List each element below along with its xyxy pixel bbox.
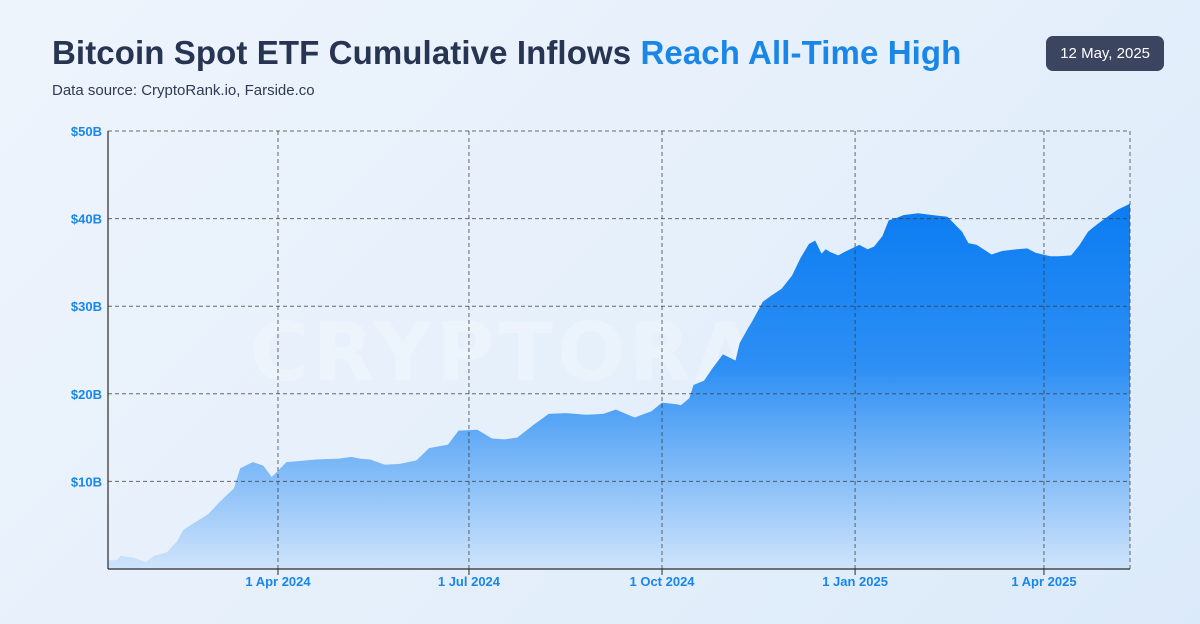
data-source-label: Data source: CryptoRank.io, Farside.co [52,82,315,99]
y-tick-label: $20B [71,387,102,402]
date-badge: 12 May, 2025 [1046,36,1164,71]
axes [107,131,1130,575]
title-highlight: Reach All-Time High [640,34,962,71]
x-tick-label: 1 Jul 2024 [438,574,501,589]
x-tick-label: 1 Jan 2025 [822,574,888,589]
page-title: Bitcoin Spot ETF Cumulative Inflows Reac… [52,34,961,72]
tick-labels: $10B $20B $30B $40B $50B 1 Apr 2024 1 Jul 2024… [71,124,1077,589]
x-tick-label: 1 Oct 2024 [629,574,695,589]
y-tick-label: $50B [71,124,102,139]
x-tick-label: 1 Apr 2025 [1011,574,1076,589]
y-tick-label: $10B [71,474,102,489]
title-main: Bitcoin Spot ETF Cumulative Inflows [52,34,632,71]
y-tick-label: $40B [71,212,102,227]
x-tick-label: 1 Apr 2024 [245,574,311,589]
y-tick-label: $30B [71,299,102,314]
grid-lines [108,130,1131,569]
area-series [108,203,1130,569]
